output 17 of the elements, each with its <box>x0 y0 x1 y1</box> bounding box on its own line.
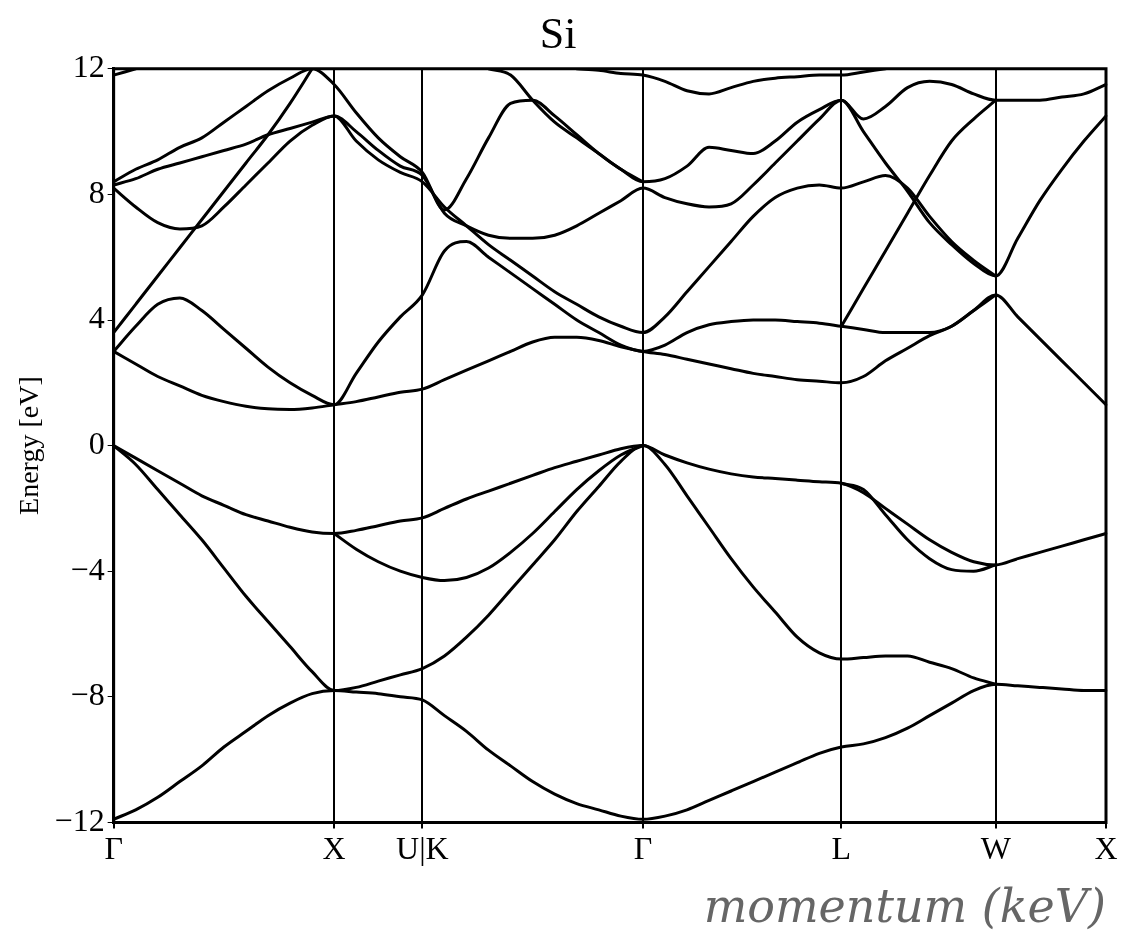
y-tick-label: 0 <box>88 425 105 462</box>
y-tick-label: 4 <box>88 299 105 336</box>
y-tick-label: 8 <box>88 173 105 210</box>
x-axis-title: momentum (keV) <box>703 879 1106 934</box>
y-tick-label: −8 <box>70 676 105 713</box>
y-axis-title: Energy [eV] <box>13 376 45 515</box>
x-tick-label: Γ <box>633 830 653 867</box>
x-tick-label: Γ <box>104 830 123 867</box>
x-tick-label: X <box>322 830 346 867</box>
chart-title: Si <box>539 8 577 58</box>
x-tick-label: U|K <box>396 830 449 867</box>
y-tick-label: 12 <box>72 48 105 85</box>
x-tick-label: L <box>831 830 852 867</box>
x-tick-label: W <box>980 830 1012 867</box>
y-tick-label: −4 <box>70 550 105 587</box>
y-tick-label: −12 <box>54 801 105 838</box>
x-tick-label: X <box>1094 830 1118 867</box>
